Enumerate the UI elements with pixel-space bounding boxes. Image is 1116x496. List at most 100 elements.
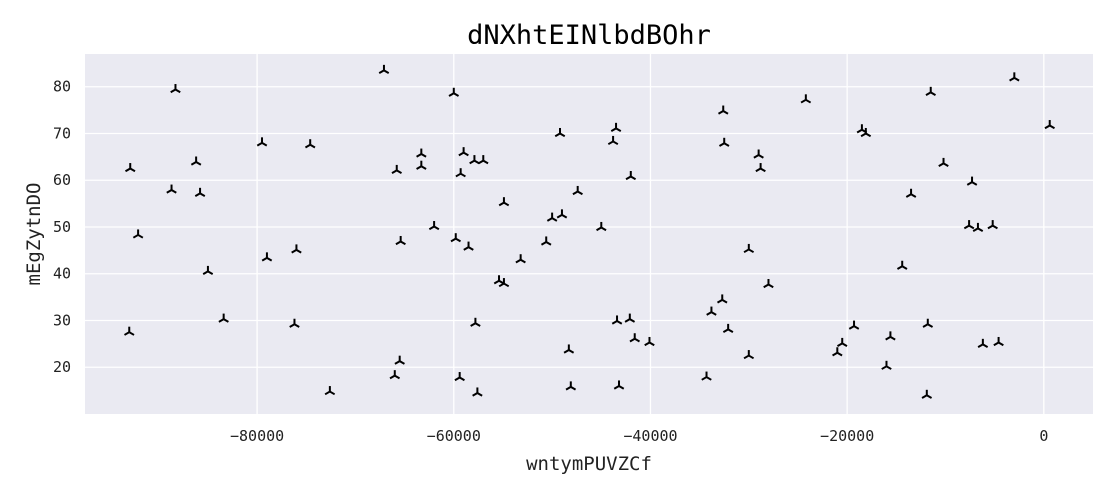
- data-point: [963, 220, 975, 230]
- data-point: [701, 371, 712, 381]
- x-axis-ticks: −80000 −60000 −40000 −20000 0: [230, 427, 1048, 445]
- data-point: [596, 221, 607, 232]
- x-tick-label: −20000: [820, 427, 874, 445]
- data-point: [905, 188, 917, 198]
- data-point: [218, 313, 229, 323]
- x-tick-label: −80000: [230, 427, 284, 445]
- data-point: [925, 86, 936, 96]
- data-point: [629, 333, 640, 343]
- data-point: [972, 222, 984, 233]
- y-tick-label: 70: [53, 124, 71, 142]
- data-point: [170, 84, 181, 94]
- data-point: [498, 278, 510, 288]
- data-point: [613, 380, 625, 390]
- data-point: [832, 347, 843, 357]
- data-point: [166, 184, 177, 194]
- data-point: [753, 149, 764, 159]
- data-point: [921, 389, 933, 399]
- data-point: [515, 254, 526, 264]
- data-point: [836, 337, 848, 348]
- data-point: [540, 236, 552, 246]
- data-point: [194, 187, 206, 197]
- data-point: [304, 139, 316, 149]
- data-point: [395, 235, 406, 246]
- data-point: [977, 338, 989, 348]
- data-point: [717, 105, 729, 115]
- data-point: [607, 135, 619, 146]
- data-point: [428, 221, 440, 231]
- data-points: [123, 64, 1055, 399]
- y-tick-label: 60: [53, 171, 71, 189]
- data-point: [124, 163, 136, 173]
- data-point: [966, 176, 978, 186]
- data-point: [938, 157, 949, 168]
- data-point: [394, 355, 405, 365]
- y-axis-label: mEgZytnDO: [23, 183, 45, 286]
- data-point: [256, 137, 268, 147]
- plot-area: [85, 54, 1093, 414]
- y-tick-label: 20: [53, 358, 71, 376]
- data-point: [860, 127, 872, 138]
- data-point: [743, 350, 755, 360]
- x-tick-label: −60000: [427, 427, 481, 445]
- data-point: [610, 122, 622, 132]
- data-point: [743, 243, 755, 254]
- data-point: [722, 323, 734, 333]
- data-point: [416, 148, 427, 158]
- data-point: [611, 315, 623, 325]
- data-point: [556, 209, 568, 219]
- data-point: [291, 244, 302, 254]
- data-point: [289, 318, 300, 328]
- data-point: [993, 336, 1004, 347]
- y-tick-label: 40: [53, 265, 71, 283]
- data-point: [755, 163, 766, 173]
- data-point: [478, 155, 489, 165]
- data-point: [450, 233, 462, 243]
- data-point: [624, 313, 636, 323]
- data-point: [498, 197, 510, 207]
- y-tick-label: 30: [53, 311, 71, 329]
- data-point: [565, 381, 577, 391]
- data-point: [881, 360, 892, 370]
- data-point: [763, 278, 774, 289]
- x-axis-label: wntymPUVZCf: [526, 453, 652, 475]
- data-point: [800, 94, 812, 104]
- data-point: [644, 336, 655, 347]
- data-point: [716, 294, 728, 304]
- data-point: [546, 212, 558, 222]
- data-point: [391, 164, 403, 175]
- data-point: [706, 306, 717, 316]
- data-point: [718, 137, 730, 147]
- data-point: [885, 331, 896, 341]
- data-point: [463, 241, 474, 251]
- data-point: [378, 64, 390, 74]
- data-point: [454, 372, 465, 382]
- data-point: [922, 318, 934, 328]
- data-point: [848, 320, 860, 330]
- chart-title: dNXhtEINlbdBOhr: [467, 20, 711, 51]
- data-point: [472, 387, 483, 397]
- data-point: [1009, 72, 1020, 82]
- data-point: [1044, 120, 1055, 130]
- data-point: [202, 265, 214, 276]
- data-point: [458, 147, 469, 157]
- data-point: [625, 170, 637, 181]
- data-point: [123, 326, 135, 336]
- data-point: [389, 370, 401, 380]
- data-point: [416, 160, 427, 170]
- data-point: [572, 185, 583, 196]
- data-point: [132, 229, 144, 239]
- y-tick-label: 80: [53, 78, 71, 96]
- data-point: [324, 386, 336, 396]
- data-point: [455, 168, 466, 178]
- data-point: [190, 156, 202, 166]
- data-point: [554, 127, 566, 138]
- data-point: [896, 260, 908, 270]
- data-point: [261, 252, 273, 262]
- data-point: [470, 317, 481, 327]
- x-tick-label: 0: [1039, 427, 1048, 445]
- data-point: [987, 220, 998, 230]
- y-tick-label: 50: [53, 218, 71, 236]
- data-point: [563, 344, 575, 354]
